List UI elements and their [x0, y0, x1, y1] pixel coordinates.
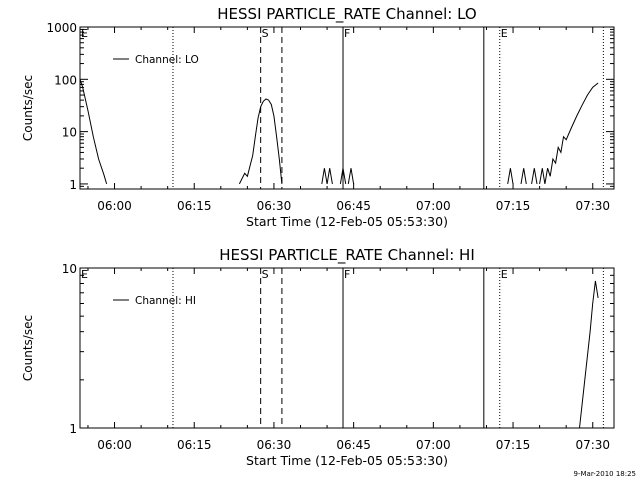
- y-tick-label: 1: [69, 422, 77, 436]
- event-marker-label: E: [501, 268, 508, 281]
- x-tick-label: 06:30: [257, 438, 292, 452]
- footer-timestamp: 9-Mar-2010 18:25: [574, 470, 636, 478]
- series-line: [539, 82, 599, 184]
- legend-entry: Channel: LO: [135, 54, 199, 66]
- event-marker-label: S: [262, 27, 269, 40]
- x-tick-label: 06:15: [177, 438, 212, 452]
- series-line: [326, 168, 333, 184]
- x-tick-label: 07:30: [575, 199, 610, 213]
- y-tick-label: 1000: [46, 21, 77, 35]
- y-tick-label: 100: [54, 73, 77, 87]
- x-tick-label: 06:30: [257, 199, 292, 213]
- x-tick-label: 06:15: [177, 199, 212, 213]
- event-marker-label: E: [81, 27, 88, 40]
- x-tick-label: 06:45: [336, 438, 371, 452]
- x-tick-label: 06:00: [97, 199, 132, 213]
- series-line: [339, 168, 347, 184]
- series-line: [238, 98, 283, 185]
- plot-frame: [79, 267, 615, 429]
- x-tick-label: 07:30: [575, 438, 610, 452]
- event-marker-label: F: [344, 27, 350, 40]
- series-line: [321, 168, 328, 184]
- series-line: [347, 168, 355, 184]
- event-marker-label: E: [501, 27, 508, 40]
- x-axis-label: Start Time (12-Feb-05 05:53:30): [246, 214, 448, 229]
- series-line: [520, 168, 527, 184]
- series-line: [79, 79, 108, 185]
- plot-frame: [79, 26, 615, 190]
- y-tick-label: 10: [62, 126, 77, 140]
- series-line: [579, 280, 599, 429]
- event-marker-label: S: [262, 268, 269, 281]
- event-marker-label: E: [81, 268, 88, 281]
- y-tick-label: 1: [69, 178, 77, 192]
- chart-title: HESSI PARTICLE_RATE Channel: LO: [217, 5, 476, 24]
- series-line: [531, 168, 538, 184]
- y-tick-label: 10: [62, 262, 77, 276]
- legend-entry: Channel: HI: [135, 295, 196, 307]
- x-tick-label: 06:45: [336, 199, 371, 213]
- event-marker-label: F: [344, 268, 350, 281]
- x-tick-label: 07:00: [416, 199, 451, 213]
- chart-title: HESSI PARTICLE_RATE Channel: HI: [219, 246, 475, 265]
- y-axis-label: Counts/sec: [21, 75, 35, 141]
- x-tick-label: 07:15: [496, 199, 531, 213]
- x-tick-label: 07:00: [416, 438, 451, 452]
- x-axis-label: Start Time (12-Feb-05 05:53:30): [246, 453, 448, 468]
- x-tick-label: 07:15: [496, 438, 531, 452]
- series-line: [507, 168, 514, 184]
- x-tick-label: 06:00: [97, 438, 132, 452]
- y-axis-label: Counts/sec: [21, 315, 35, 381]
